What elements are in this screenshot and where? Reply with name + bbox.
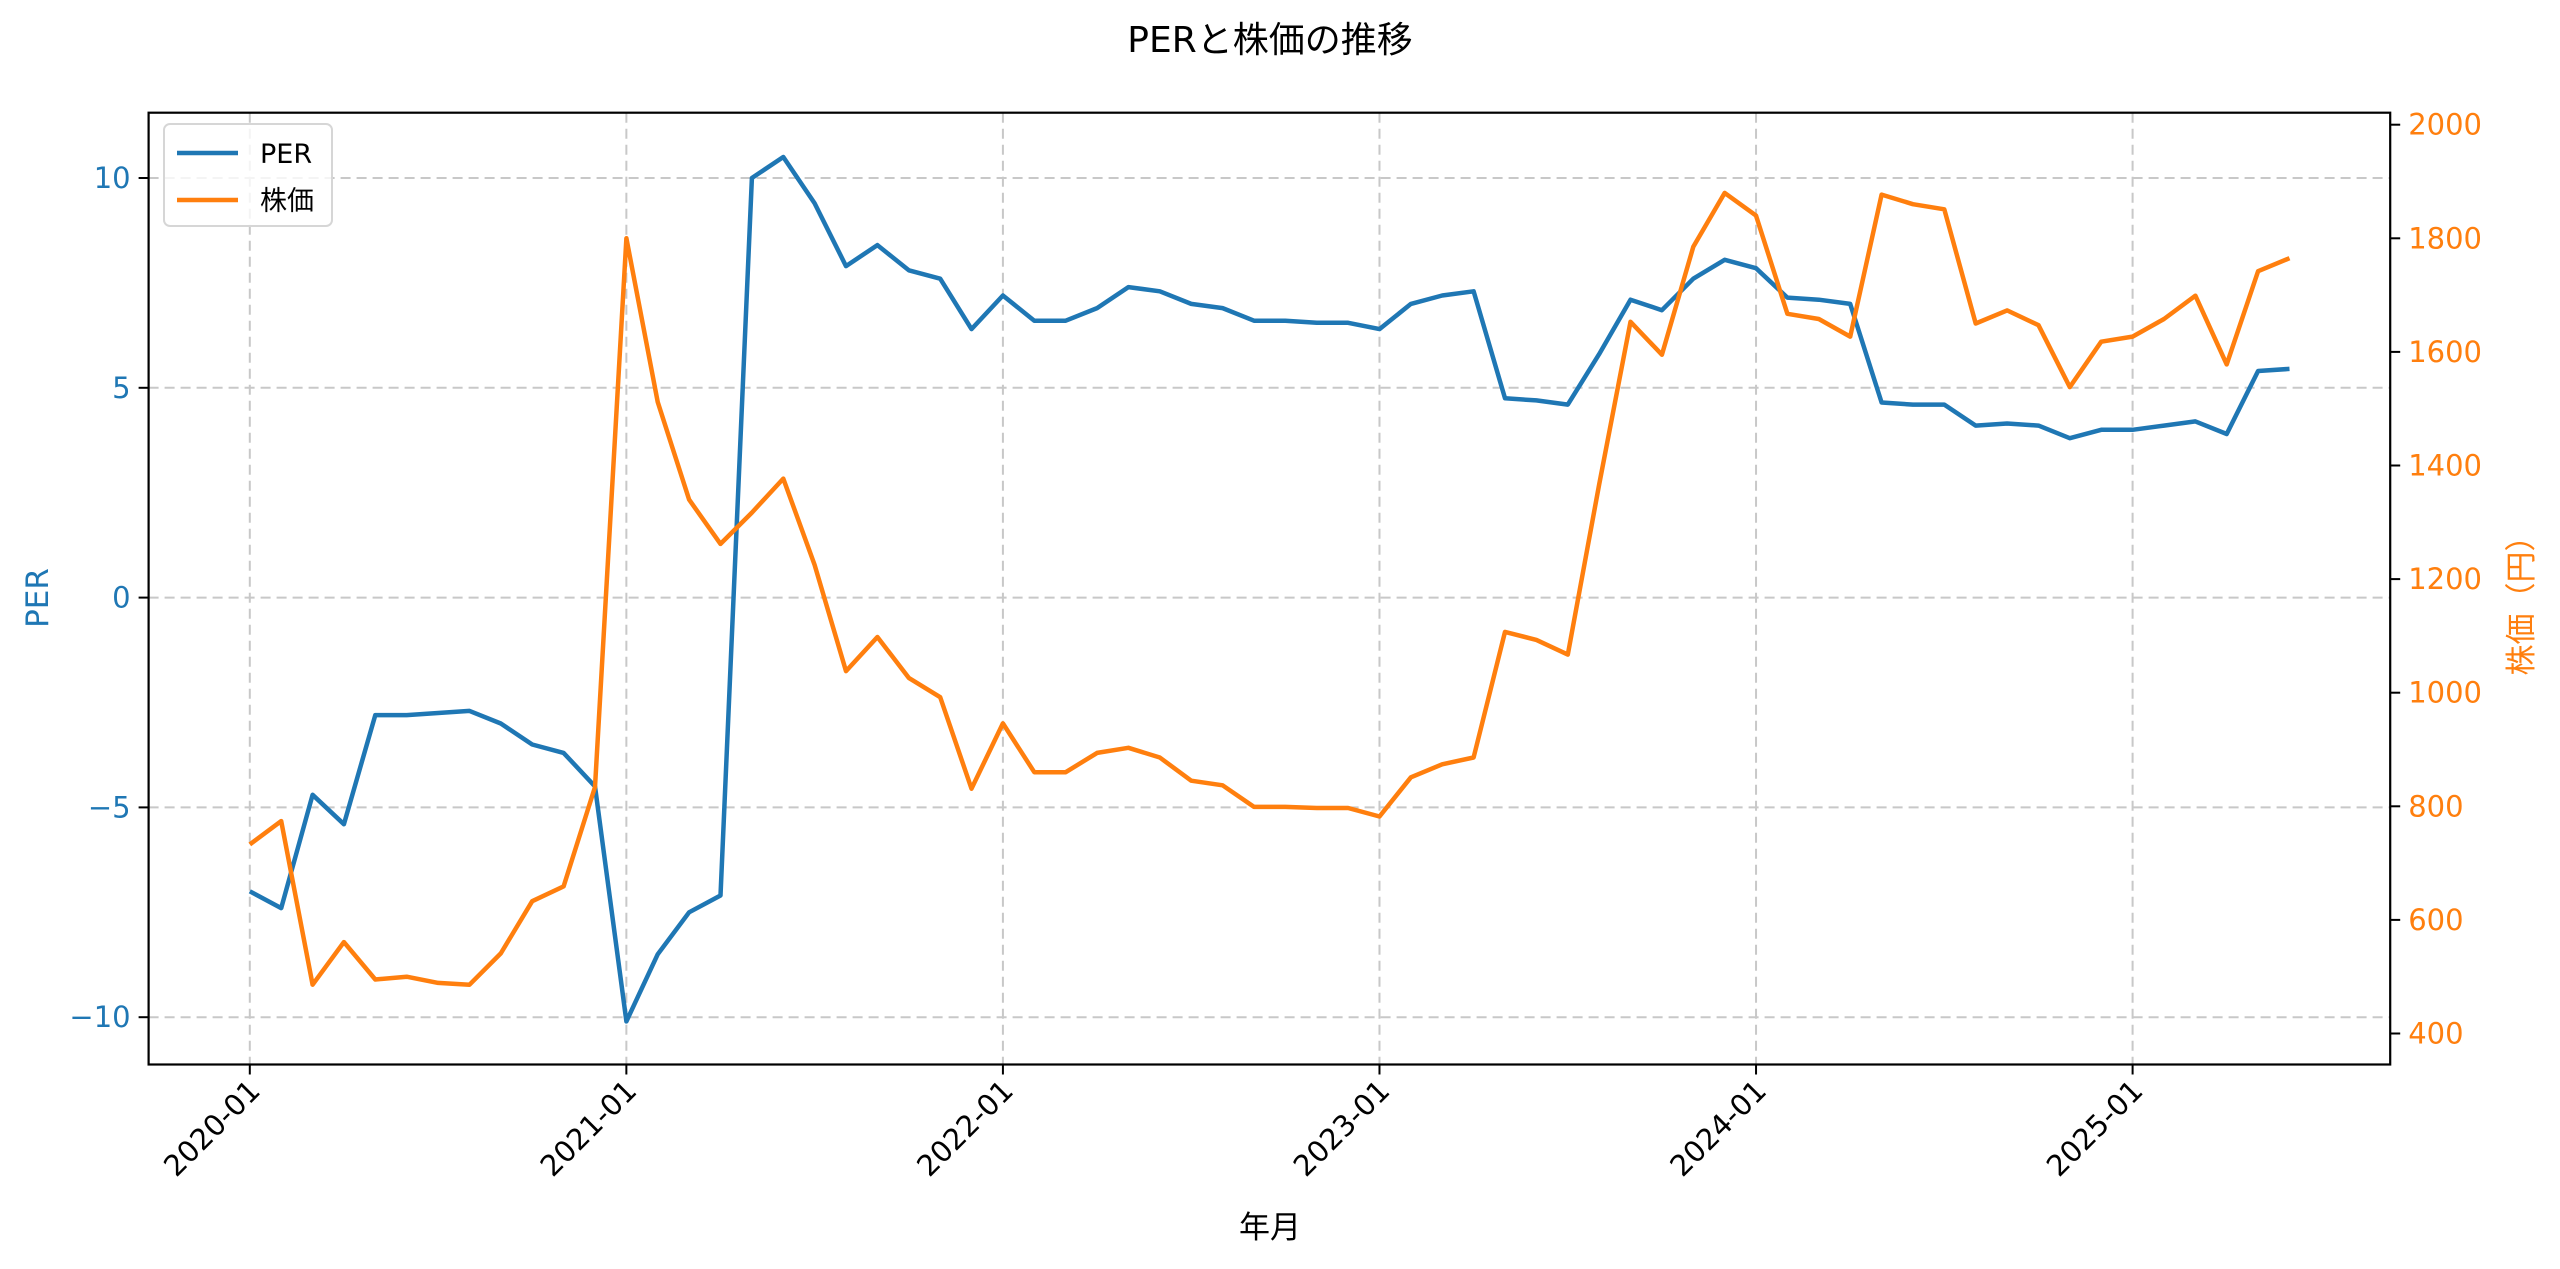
right-y-tick-label: 800 (2408, 789, 2463, 823)
price-line (248, 190, 2291, 987)
per-line (248, 154, 2290, 1024)
left-y-tick-label: −5 (88, 790, 131, 824)
left-axis-title: PER (20, 568, 56, 628)
x-axis-title: 年月 (1239, 1210, 1301, 1246)
right-y-tick-label: 2000 (2408, 108, 2482, 142)
right-y-tick-label: 1200 (2408, 562, 2482, 596)
left-y-tick-label: 5 (112, 371, 130, 405)
left-y-axis: −10 −5 0 5 10 (69, 161, 149, 1034)
x-tick-label: 2021-01 (534, 1073, 644, 1183)
x-tick-label: 2023-01 (1287, 1073, 1397, 1183)
right-y-tick-label: 600 (2408, 903, 2463, 937)
left-y-tick-label: 10 (94, 161, 131, 195)
left-y-tick-label: 0 (112, 581, 130, 615)
x-tick-label: 2020-01 (157, 1073, 267, 1183)
chart-title: PERと株価の推移 (1127, 20, 1412, 61)
right-y-tick-label: 1000 (2408, 676, 2482, 710)
right-y-tick-label: 1400 (2408, 449, 2482, 483)
x-tick-label: 2022-01 (910, 1073, 1020, 1183)
right-axis-title: 株価（円） (2504, 521, 2540, 676)
legend-label-per: PER (260, 139, 312, 170)
x-axis: 2020-01 2021-01 2022-01 2023-01 2024-01 2025-… (157, 1064, 2150, 1183)
grid-lines (148, 112, 2391, 1065)
x-tick-label: 2024-01 (1663, 1073, 1773, 1183)
right-y-tick-label: 400 (2408, 1017, 2463, 1051)
series-lines (248, 154, 2291, 1024)
right-y-tick-label: 1800 (2408, 221, 2482, 255)
legend-label-price: 株価 (260, 186, 314, 217)
right-y-axis: 400 600 800 1000 1200 1400 1600 1800 2000 (2390, 108, 2482, 1051)
left-y-tick-label: −10 (69, 1000, 130, 1034)
x-tick-label: 2025-01 (2040, 1073, 2150, 1183)
legend: PER 株価 (163, 123, 333, 227)
right-y-tick-label: 1600 (2408, 335, 2482, 369)
plot-frame (147, 111, 2392, 1066)
